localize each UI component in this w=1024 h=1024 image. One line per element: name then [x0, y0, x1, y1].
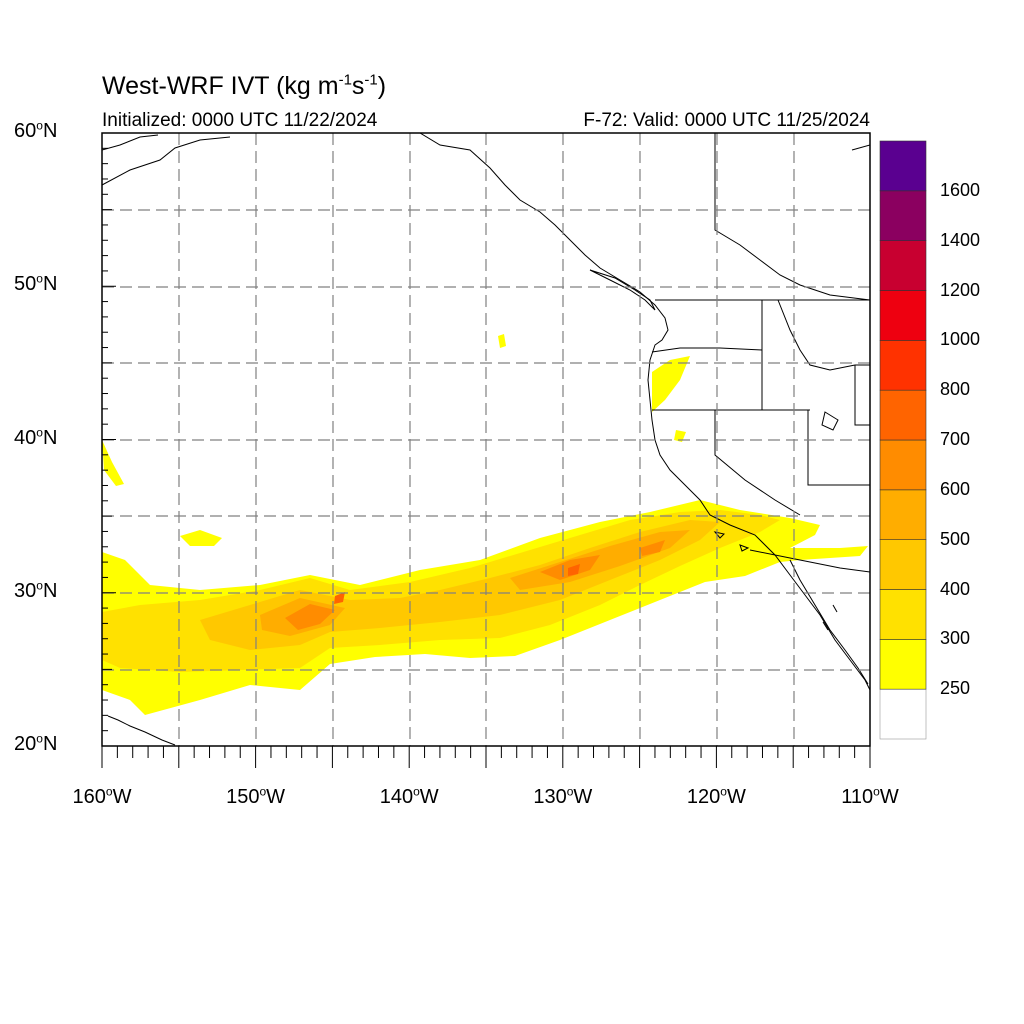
colorbar-swatch — [879, 389, 927, 441]
ivt-contour-250-blob — [674, 430, 686, 442]
colorbar-label: 1600 — [940, 179, 981, 200]
lat-label: 30oN — [14, 578, 58, 602]
ivt-contour-600 — [285, 604, 335, 630]
lat-label: 20oN — [14, 731, 58, 755]
ivt-contour-250-blob — [102, 440, 124, 486]
lon-label: 150oW — [226, 784, 286, 808]
colorbar-label: 700 — [940, 429, 971, 449]
graticule — [102, 133, 870, 746]
colorbar — [879, 140, 927, 740]
border-canada-bc — [714, 133, 870, 301]
colorbar-swatch — [879, 140, 927, 192]
lake-salt — [821, 411, 839, 431]
lat-label: 50oN — [14, 271, 58, 296]
ivt-contour-250-blob — [498, 334, 506, 348]
coastline-hawaii — [107, 715, 176, 746]
lat-label: 40oN — [14, 424, 58, 449]
colorbar-label: 300 — [940, 628, 971, 649]
ivt-contour-700 — [334, 592, 345, 604]
colorbar-swatch — [879, 589, 927, 640]
colorbar-label: 600 — [940, 478, 971, 499]
ivt-contour-600 — [640, 540, 665, 556]
colorbar-swatch — [879, 489, 927, 540]
colorbar-swatch — [879, 190, 927, 241]
colorbar-swatch — [879, 639, 927, 690]
ivt-contour-250-north — [652, 356, 690, 412]
lon-label: 120oW — [686, 784, 746, 808]
lon-label: 130oW — [533, 784, 593, 808]
colorbar-swatch — [879, 539, 927, 590]
colorbar-label: 250 — [940, 678, 971, 699]
colorbar-label: 400 — [940, 578, 971, 599]
lat-label: 60oN — [14, 118, 58, 142]
colorbar-swatch — [879, 688, 927, 740]
colorbar-label: 1200 — [940, 279, 981, 300]
initialized-time: Initialized: 0000 UTC 11/22/2024 — [102, 110, 378, 131]
colorbar-swatch — [879, 240, 927, 291]
border-mexico — [749, 549, 870, 573]
colorbar-swatch — [879, 340, 927, 391]
coastline-vancouver — [589, 269, 656, 311]
colorbar-swatch — [879, 439, 927, 491]
border-utah-wyoming — [854, 364, 870, 426]
map-title: West-WRF IVT (kg m-1s-1) — [102, 71, 387, 100]
axis-ticks — [101, 132, 871, 768]
border-oregon-washington — [651, 347, 763, 353]
coastline-hudson — [851, 144, 870, 151]
border-nevada — [714, 410, 801, 516]
ivt-shading — [102, 334, 868, 715]
border-montana — [777, 299, 856, 371]
coastlines — [102, 133, 870, 746]
lon-label: 110oW — [841, 784, 899, 808]
colorbar-label: 800 — [940, 379, 971, 400]
colorbar-label: 1000 — [940, 329, 981, 350]
colorbar-swatch — [879, 290, 927, 341]
coastline-alaska-nw — [102, 134, 159, 151]
border-arizona — [807, 410, 870, 486]
coastline-alaska — [102, 136, 231, 186]
ivt-contour-700 — [568, 564, 580, 576]
gulf-islands — [822, 604, 838, 631]
coastline-baja — [789, 559, 869, 685]
colorbar-label: 500 — [940, 528, 971, 549]
lon-label: 160oW — [72, 784, 132, 808]
colorbar-label: 1400 — [940, 229, 981, 250]
coastline-west — [419, 133, 870, 691]
ivt-contour-250-blob — [180, 530, 222, 546]
valid-time: F-72: Valid: 0000 UTC 11/25/2024 — [583, 110, 870, 131]
lon-label: 140oW — [379, 784, 439, 808]
